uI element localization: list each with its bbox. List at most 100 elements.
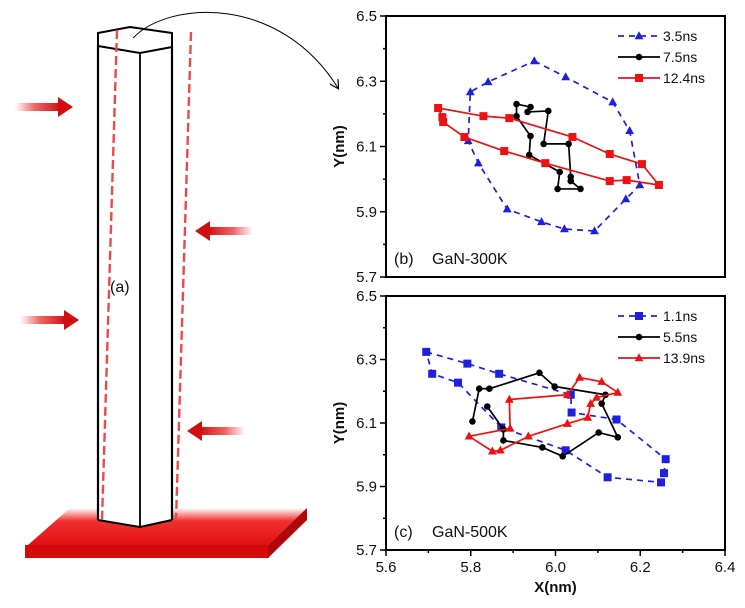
panel-title: GaN-500K [432, 524, 508, 541]
data-point [561, 446, 570, 455]
series-line [467, 60, 641, 232]
data-point [473, 158, 483, 167]
data-point [524, 108, 531, 116]
data-point [603, 473, 612, 482]
data-point [513, 112, 520, 120]
data-point [527, 132, 534, 140]
panel-label: (b) [394, 251, 414, 268]
data-point [614, 433, 622, 441]
series-line [471, 371, 619, 458]
data-point [659, 469, 668, 478]
data-point [592, 392, 602, 401]
data-point [422, 347, 431, 356]
data-point [475, 385, 483, 393]
x-tick-label: 6.4 [715, 559, 736, 576]
data-point [438, 113, 447, 122]
data-point [537, 217, 546, 226]
legend-label: 1.1ns [663, 308, 697, 324]
series-7.5ns [513, 100, 584, 193]
data-point [625, 126, 635, 135]
data-point [465, 87, 475, 96]
bending-outline-left [100, 29, 119, 521]
data-point [613, 387, 623, 396]
series-13.9ns [464, 372, 623, 455]
data-point [622, 176, 631, 185]
series-3.5ns [463, 56, 645, 235]
x-tick-label: 5.8 [460, 559, 481, 576]
data-point [504, 394, 514, 403]
y-tick-label: 5.9 [356, 479, 377, 496]
data-point [505, 114, 514, 123]
data-point [487, 446, 497, 455]
panel-title: GaN-300K [432, 251, 508, 268]
data-point [567, 408, 576, 417]
data-point [486, 385, 493, 393]
data-point [439, 118, 448, 127]
data-point [597, 376, 607, 385]
data-point [562, 418, 572, 427]
data-point [460, 133, 469, 142]
legend-marker [635, 312, 643, 320]
data-point [590, 226, 599, 235]
data-point [661, 455, 670, 464]
data-point [495, 369, 504, 378]
data-point [454, 378, 463, 387]
force-arrow-right-top [15, 97, 73, 117]
data-point [464, 431, 474, 440]
legend-marker [635, 333, 643, 341]
data-point [605, 177, 614, 186]
y-tick-label: 6.5 [356, 8, 377, 25]
data-point [561, 72, 571, 81]
y-tick-label: 6.3 [356, 73, 377, 90]
data-point [496, 445, 505, 454]
force-arrow-right-bottom [20, 310, 79, 330]
y-tick-label: 6.5 [356, 288, 377, 305]
data-point [525, 151, 533, 159]
x-tick-label: 6.2 [630, 559, 651, 576]
data-point [566, 390, 575, 399]
data-point [605, 150, 614, 159]
data-point [434, 104, 443, 113]
data-point [483, 403, 491, 410]
y-axis-title: Y(nm) [331, 125, 348, 168]
data-point [523, 431, 533, 440]
plate-side [268, 508, 307, 558]
y-axis-title: Y(nm) [331, 402, 348, 445]
legend-label: 3.5ns [663, 28, 697, 44]
data-point [635, 180, 645, 189]
panel-label: (c) [394, 524, 413, 541]
legend-marker [634, 353, 644, 362]
legend: 3.5ns 7.5ns 12.4ns [618, 28, 705, 86]
data-point [463, 359, 472, 368]
data-point [567, 177, 575, 185]
data-point [637, 160, 646, 169]
legend-label: 12.4ns [663, 70, 705, 86]
series-12.4ns [434, 104, 663, 189]
legend-marker [635, 53, 643, 61]
series-line [437, 107, 660, 186]
data-point [540, 140, 547, 148]
data-point [654, 180, 663, 189]
data-point [559, 453, 567, 460]
data-point [513, 100, 520, 108]
data-point [554, 185, 561, 193]
data-point [583, 412, 593, 421]
data-point [469, 418, 476, 425]
data-point [559, 224, 569, 233]
legend-label: 5.5ns [663, 329, 697, 345]
series-1.1ns [422, 347, 670, 487]
data-point [428, 369, 437, 378]
legend-label: 13.9ns [663, 350, 705, 366]
force-arrow-left-bottom [187, 421, 245, 441]
y-tick-label: 6.3 [356, 352, 377, 369]
data-point [575, 372, 585, 381]
data-point [502, 204, 512, 213]
data-point [529, 56, 539, 65]
series-line [425, 351, 667, 484]
data-point [562, 389, 572, 398]
data-point [657, 478, 666, 487]
y-tick-label: 6.1 [356, 139, 377, 156]
legend-label: 7.5ns [663, 49, 697, 65]
data-point [483, 77, 493, 86]
y-tick-label: 5.7 [356, 542, 377, 559]
